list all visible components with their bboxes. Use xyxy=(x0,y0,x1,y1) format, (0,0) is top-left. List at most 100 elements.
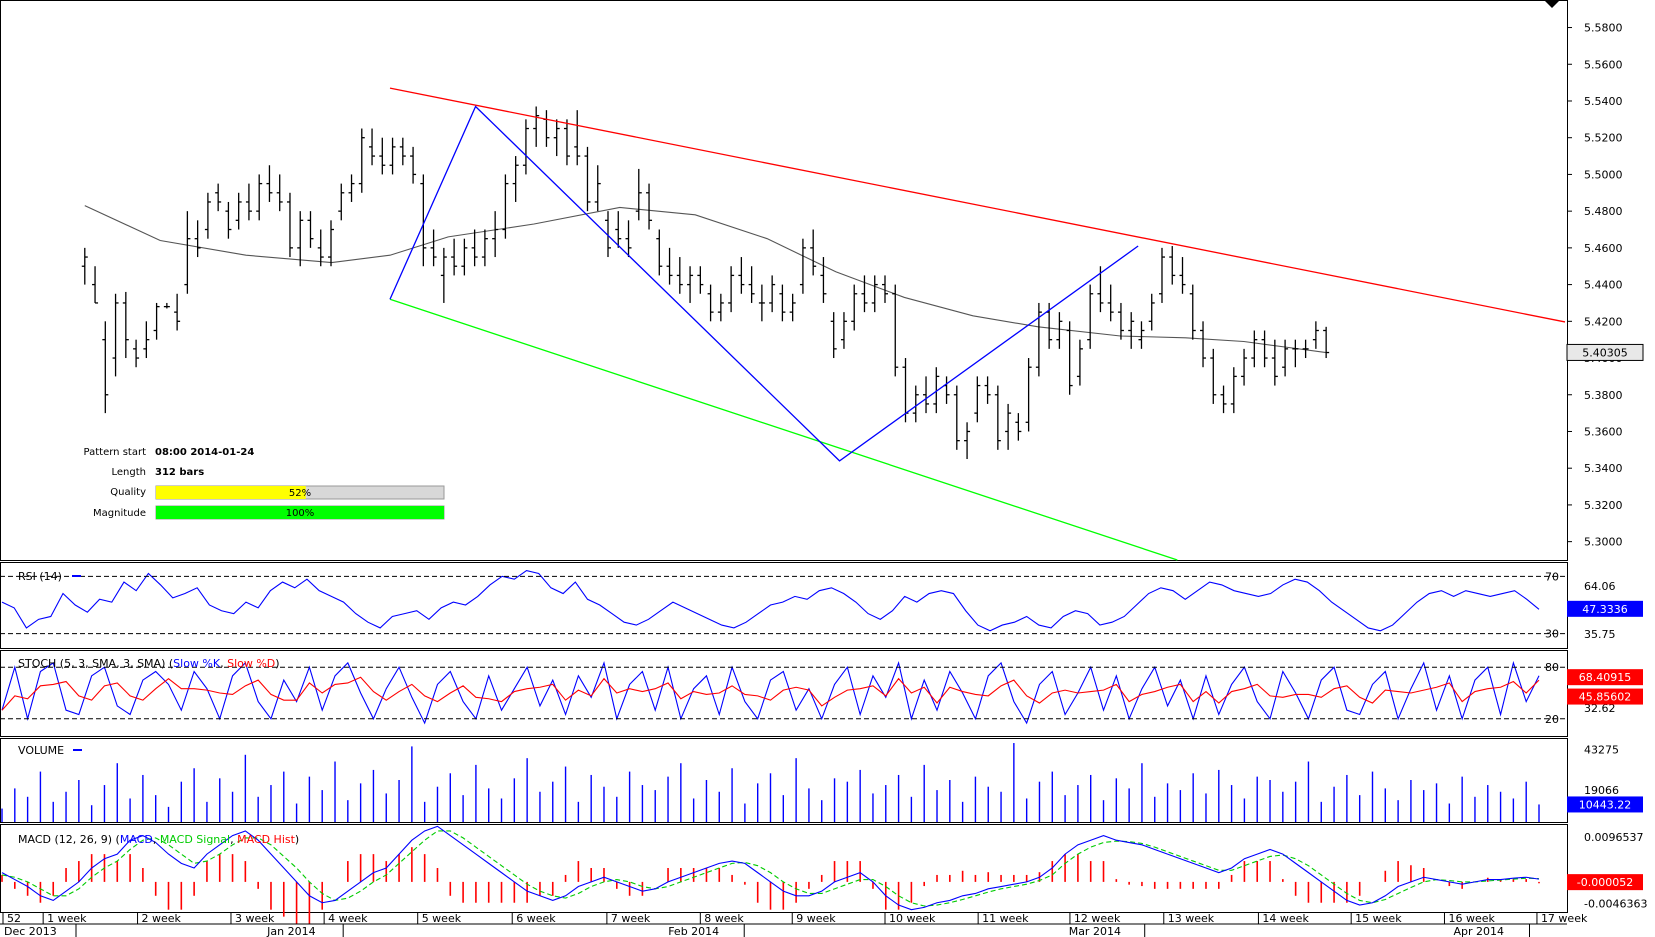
price-tick-label-6: 5.4600 xyxy=(1584,242,1623,255)
rsi-level-label-0: 70 xyxy=(1545,570,1559,583)
week-label-4: 4 week xyxy=(328,912,368,925)
rsi-legend-swatch xyxy=(72,575,81,577)
length-label: Length xyxy=(112,467,147,478)
stoch-d-badge xyxy=(1567,688,1643,705)
stoch-d-value: 45.85602 xyxy=(1579,691,1632,704)
price-tick-label-13: 5.3200 xyxy=(1584,499,1623,512)
price-tick-label-12: 5.3400 xyxy=(1584,462,1623,475)
rsi-panel: 70 30 64.06 35.75 47.3336 xyxy=(0,570,1643,641)
macd-line xyxy=(1,825,1540,911)
month-label-3: Mar 2014 xyxy=(1069,925,1121,937)
volume-legend: VOLUME xyxy=(18,744,82,757)
month-label-2: Feb 2014 xyxy=(668,925,719,937)
week-label-6: 6 week xyxy=(516,912,556,925)
week-label-8: 8 week xyxy=(704,912,744,925)
stoch-legend-suffix: ) xyxy=(275,657,279,670)
support-line xyxy=(389,298,1178,561)
macd-panel: 0.0096537 -0.0046363 -0.000052 xyxy=(1,825,1647,924)
week-label-5: 5 week xyxy=(422,912,462,925)
month-label-4: Apr 2014 xyxy=(1453,925,1504,937)
week-label-11: 11 week xyxy=(982,912,1029,925)
pattern-start-value: 08:00 2014-01-24 xyxy=(155,447,254,458)
rsi-extra-tick-1: 64.06 xyxy=(1584,580,1616,593)
stoch-legend-prefix: STOCH (5, 3, SMA, 3, SMA) ( xyxy=(18,657,173,670)
rsi-last-value: 47.3336 xyxy=(1582,603,1628,616)
magnitude-value: 100% xyxy=(286,508,315,519)
macd-legend-main: MACD xyxy=(120,833,153,846)
week-label-3: 3 week xyxy=(235,912,275,925)
volume-last-value: 10443.22 xyxy=(1579,798,1632,811)
stoch-extra-tick: 32.62 xyxy=(1584,702,1616,715)
rsi-level-label-1: 30 xyxy=(1545,628,1559,641)
svg-text:MACD (12, 26, 9) (MACD, MACD S: MACD (12, 26, 9) (MACD, MACD Signal, MAC… xyxy=(18,833,299,846)
macd-legend-hist: MACD Hist xyxy=(237,833,296,846)
rsi-line xyxy=(1,570,1540,632)
week-label-10: 10 week xyxy=(889,912,936,925)
magnitude-label: Magnitude xyxy=(93,508,146,519)
macd-tick-0: 0.0096537 xyxy=(1584,831,1644,844)
price-tick-label-0: 5.5800 xyxy=(1584,22,1623,35)
panel-frame-1 xyxy=(0,562,1568,649)
volume-tick: 43275 xyxy=(1584,743,1619,756)
week-label-15: 15 week xyxy=(1355,912,1402,925)
price-tick-label-3: 5.5200 xyxy=(1584,132,1623,145)
price-tick-label-2: 5.5400 xyxy=(1584,95,1623,108)
panel-frame-4 xyxy=(0,824,1568,913)
rsi-legend-text: RSI (14) xyxy=(18,570,62,583)
price-panel: 5.5800 5.5600 5.5400 5.5200 5.5000 5.4800 5.46… xyxy=(0,0,1644,913)
pattern-info-box: Pattern start 08:00 2014-01-24 Length 31… xyxy=(84,447,445,520)
magnitude-bar-fill xyxy=(156,506,444,519)
stoch-k-line xyxy=(1,660,1540,725)
macd-last-badge xyxy=(1567,874,1643,891)
pattern-line xyxy=(389,105,1139,462)
price-tick-label-8: 5.4200 xyxy=(1584,315,1623,328)
length-value: 312 bars xyxy=(155,467,204,478)
week-label-16: 16 week xyxy=(1448,912,1495,925)
moving-average-line xyxy=(84,205,1327,354)
x-axis: 52 1 week 2 week 3 week 4 week 5 week 6 week 7 … xyxy=(0,912,1588,937)
macd-legend: MACD (12, 26, 9) (MACD, MACD Signal, MAC… xyxy=(18,833,299,846)
stoch-legend-d: Slow %D xyxy=(227,657,275,670)
price-tick-label-1: 5.5600 xyxy=(1584,58,1623,71)
macd-tick-1: -0.0046363 xyxy=(1584,897,1647,910)
macd-legend-suffix: ) xyxy=(295,833,299,846)
quality-label: Quality xyxy=(110,487,146,498)
stoch-d-line xyxy=(1,676,1540,711)
week-label-17: 17 week xyxy=(1541,912,1588,925)
stoch-level-label-1: 20 xyxy=(1545,713,1559,726)
stoch-panel: 80 20 32.62 68.40915 45.85602 xyxy=(0,660,1643,726)
volume-legend-swatch xyxy=(73,749,82,751)
week-label-12: 12 week xyxy=(1074,912,1121,925)
price-tick-label-5: 5.4800 xyxy=(1584,205,1623,218)
macd-legend-sep2: , xyxy=(230,833,237,846)
last-price-badge xyxy=(1566,343,1644,361)
svg-text:STOCH (5, 3, SMA, 3, SMA) (Slo: STOCH (5, 3, SMA, 3, SMA) (Slow %K, Slow… xyxy=(18,657,280,670)
stoch-legend-sep: , xyxy=(220,657,227,670)
price-tick-label-14: 5.3000 xyxy=(1584,536,1623,549)
week-label-9: 9 week xyxy=(796,912,836,925)
macd-signal-line xyxy=(1,830,1540,907)
stoch-k-value: 68.40915 xyxy=(1579,671,1632,684)
price-tick-label-11: 5.3600 xyxy=(1584,425,1623,438)
macd-legend-prefix: MACD (12, 26, 9) ( xyxy=(18,833,120,846)
scroll-marker-icon[interactable] xyxy=(1544,0,1560,8)
macd-legend-signal: MACD Signal xyxy=(160,833,230,846)
volume-extra-tick: 19066 xyxy=(1584,784,1619,797)
panel-frame-3 xyxy=(0,738,1568,823)
price-tick-label-4: 5.5000 xyxy=(1584,168,1623,181)
rsi-extra-tick-2: 35.75 xyxy=(1584,628,1616,641)
last-price-value: 5.40305 xyxy=(1582,346,1628,359)
macd-legend-sep1: , xyxy=(153,833,160,846)
week-label-14: 14 week xyxy=(1262,912,1309,925)
price-tick-label-7: 5.4400 xyxy=(1584,279,1623,292)
stoch-k-badge xyxy=(1567,669,1643,686)
month-label-0: Dec 2013 xyxy=(4,925,57,937)
resistance-line xyxy=(389,87,1566,323)
rsi-last-badge xyxy=(1567,600,1643,617)
stoch-level-label-0: 80 xyxy=(1545,661,1559,674)
volume-last-badge xyxy=(1567,796,1643,813)
stoch-legend-k: Slow %K xyxy=(173,657,221,670)
stoch-legend: STOCH (5, 3, SMA, 3, SMA) (Slow %K, Slow… xyxy=(18,657,280,670)
week-label-7: 7 week xyxy=(611,912,651,925)
